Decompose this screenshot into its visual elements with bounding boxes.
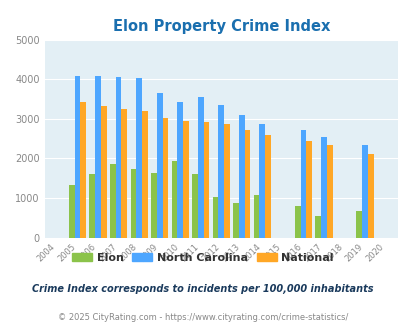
Text: Crime Index corresponds to incidents per 100,000 inhabitants: Crime Index corresponds to incidents per… [32,284,373,294]
Bar [294,206,300,238]
Bar [218,105,224,238]
Bar [305,141,311,238]
Bar [69,185,75,238]
Bar [253,195,259,238]
Bar [95,76,101,238]
Bar [320,137,326,238]
Bar [101,106,107,238]
Bar [315,216,320,238]
Bar [136,78,142,238]
Bar [115,77,121,238]
Bar [203,122,209,238]
Bar [259,123,264,238]
Text: © 2025 CityRating.com - https://www.cityrating.com/crime-statistics/: © 2025 CityRating.com - https://www.city… [58,313,347,322]
Bar [151,173,156,238]
Bar [89,174,95,238]
Bar [361,145,367,238]
Bar [232,203,238,238]
Bar [326,145,332,238]
Bar [177,102,183,238]
Bar [192,174,197,238]
Bar [356,212,361,238]
Bar [212,197,218,238]
Bar [171,161,177,238]
Bar [156,93,162,238]
Bar [224,124,229,238]
Bar [121,109,127,238]
Bar [300,130,305,238]
Bar [197,97,203,238]
Bar [130,170,136,238]
Bar [183,121,188,238]
Bar [80,102,86,238]
Bar [75,76,80,238]
Bar [244,130,250,238]
Bar [238,115,244,238]
Legend: Elon, North Carolina, National: Elon, North Carolina, National [68,248,337,267]
Title: Elon Property Crime Index: Elon Property Crime Index [112,19,329,34]
Bar [367,154,373,238]
Bar [264,135,270,238]
Bar [110,164,115,238]
Bar [142,111,147,238]
Bar [162,118,168,238]
